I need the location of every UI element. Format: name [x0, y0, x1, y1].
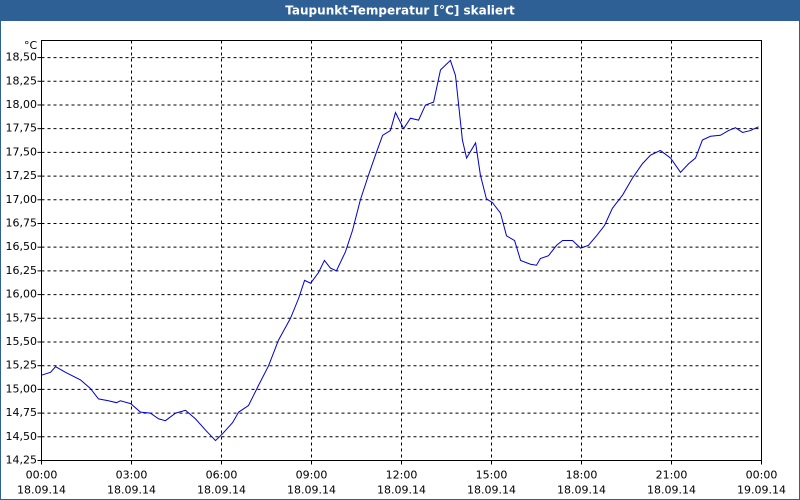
- x-tick-date: 18.09.14: [197, 484, 246, 497]
- y-tick-label: 14,50: [6, 430, 38, 443]
- x-tick-label: 00:00: [26, 469, 58, 482]
- x-tick-date: 18.09.14: [17, 484, 66, 497]
- x-tick-date: 18.09.14: [107, 484, 156, 497]
- y-tick-label: 14,25: [6, 454, 38, 467]
- y-tick-label: 16,00: [6, 288, 38, 301]
- y-tick-label: 17,75: [6, 122, 38, 135]
- x-tick-date: 18.09.14: [377, 484, 426, 497]
- y-tick-label: 15,25: [6, 359, 38, 372]
- y-tick-label: 17,25: [6, 169, 38, 182]
- y-tick-label: 15,50: [6, 335, 38, 348]
- y-tick-label: 17,00: [6, 193, 38, 206]
- y-tick-label: 17,50: [6, 145, 38, 158]
- y-tick-label: 16,50: [6, 240, 38, 253]
- x-tick-label: 15:00: [476, 469, 508, 482]
- y-tick-label: 16,75: [6, 216, 38, 229]
- x-tick-date: 19.09.14: [737, 484, 786, 497]
- title-bar: [0, 0, 800, 20]
- y-tick-label: 18,50: [6, 51, 38, 64]
- x-tick-label: 09:00: [296, 469, 328, 482]
- x-tick-label: 18:00: [566, 469, 598, 482]
- x-tick-date: 18.09.14: [647, 484, 696, 497]
- y-tick-label: 18,00: [6, 98, 38, 111]
- y-unit-label: °C: [24, 39, 38, 52]
- chart-title: Taupunkt-Temperatur [°C] skaliert: [285, 4, 515, 18]
- x-tick-date: 18.09.14: [557, 484, 606, 497]
- x-tick-label: 06:00: [206, 469, 238, 482]
- y-tick-label: 15,00: [6, 382, 38, 395]
- x-tick-label: 21:00: [656, 469, 688, 482]
- x-tick-date: 18.09.14: [467, 484, 516, 497]
- y-tick-label: 18,25: [6, 74, 38, 87]
- x-tick-label: 03:00: [116, 469, 148, 482]
- y-tick-label: 16,25: [6, 264, 38, 277]
- y-tick-label: 15,75: [6, 311, 38, 324]
- x-tick-label: 00:00: [746, 469, 778, 482]
- y-tick-label: 14,75: [6, 406, 38, 419]
- x-tick-date: 18.09.14: [287, 484, 336, 497]
- x-tick-label: 12:00: [386, 469, 418, 482]
- data-line: [41, 59, 759, 442]
